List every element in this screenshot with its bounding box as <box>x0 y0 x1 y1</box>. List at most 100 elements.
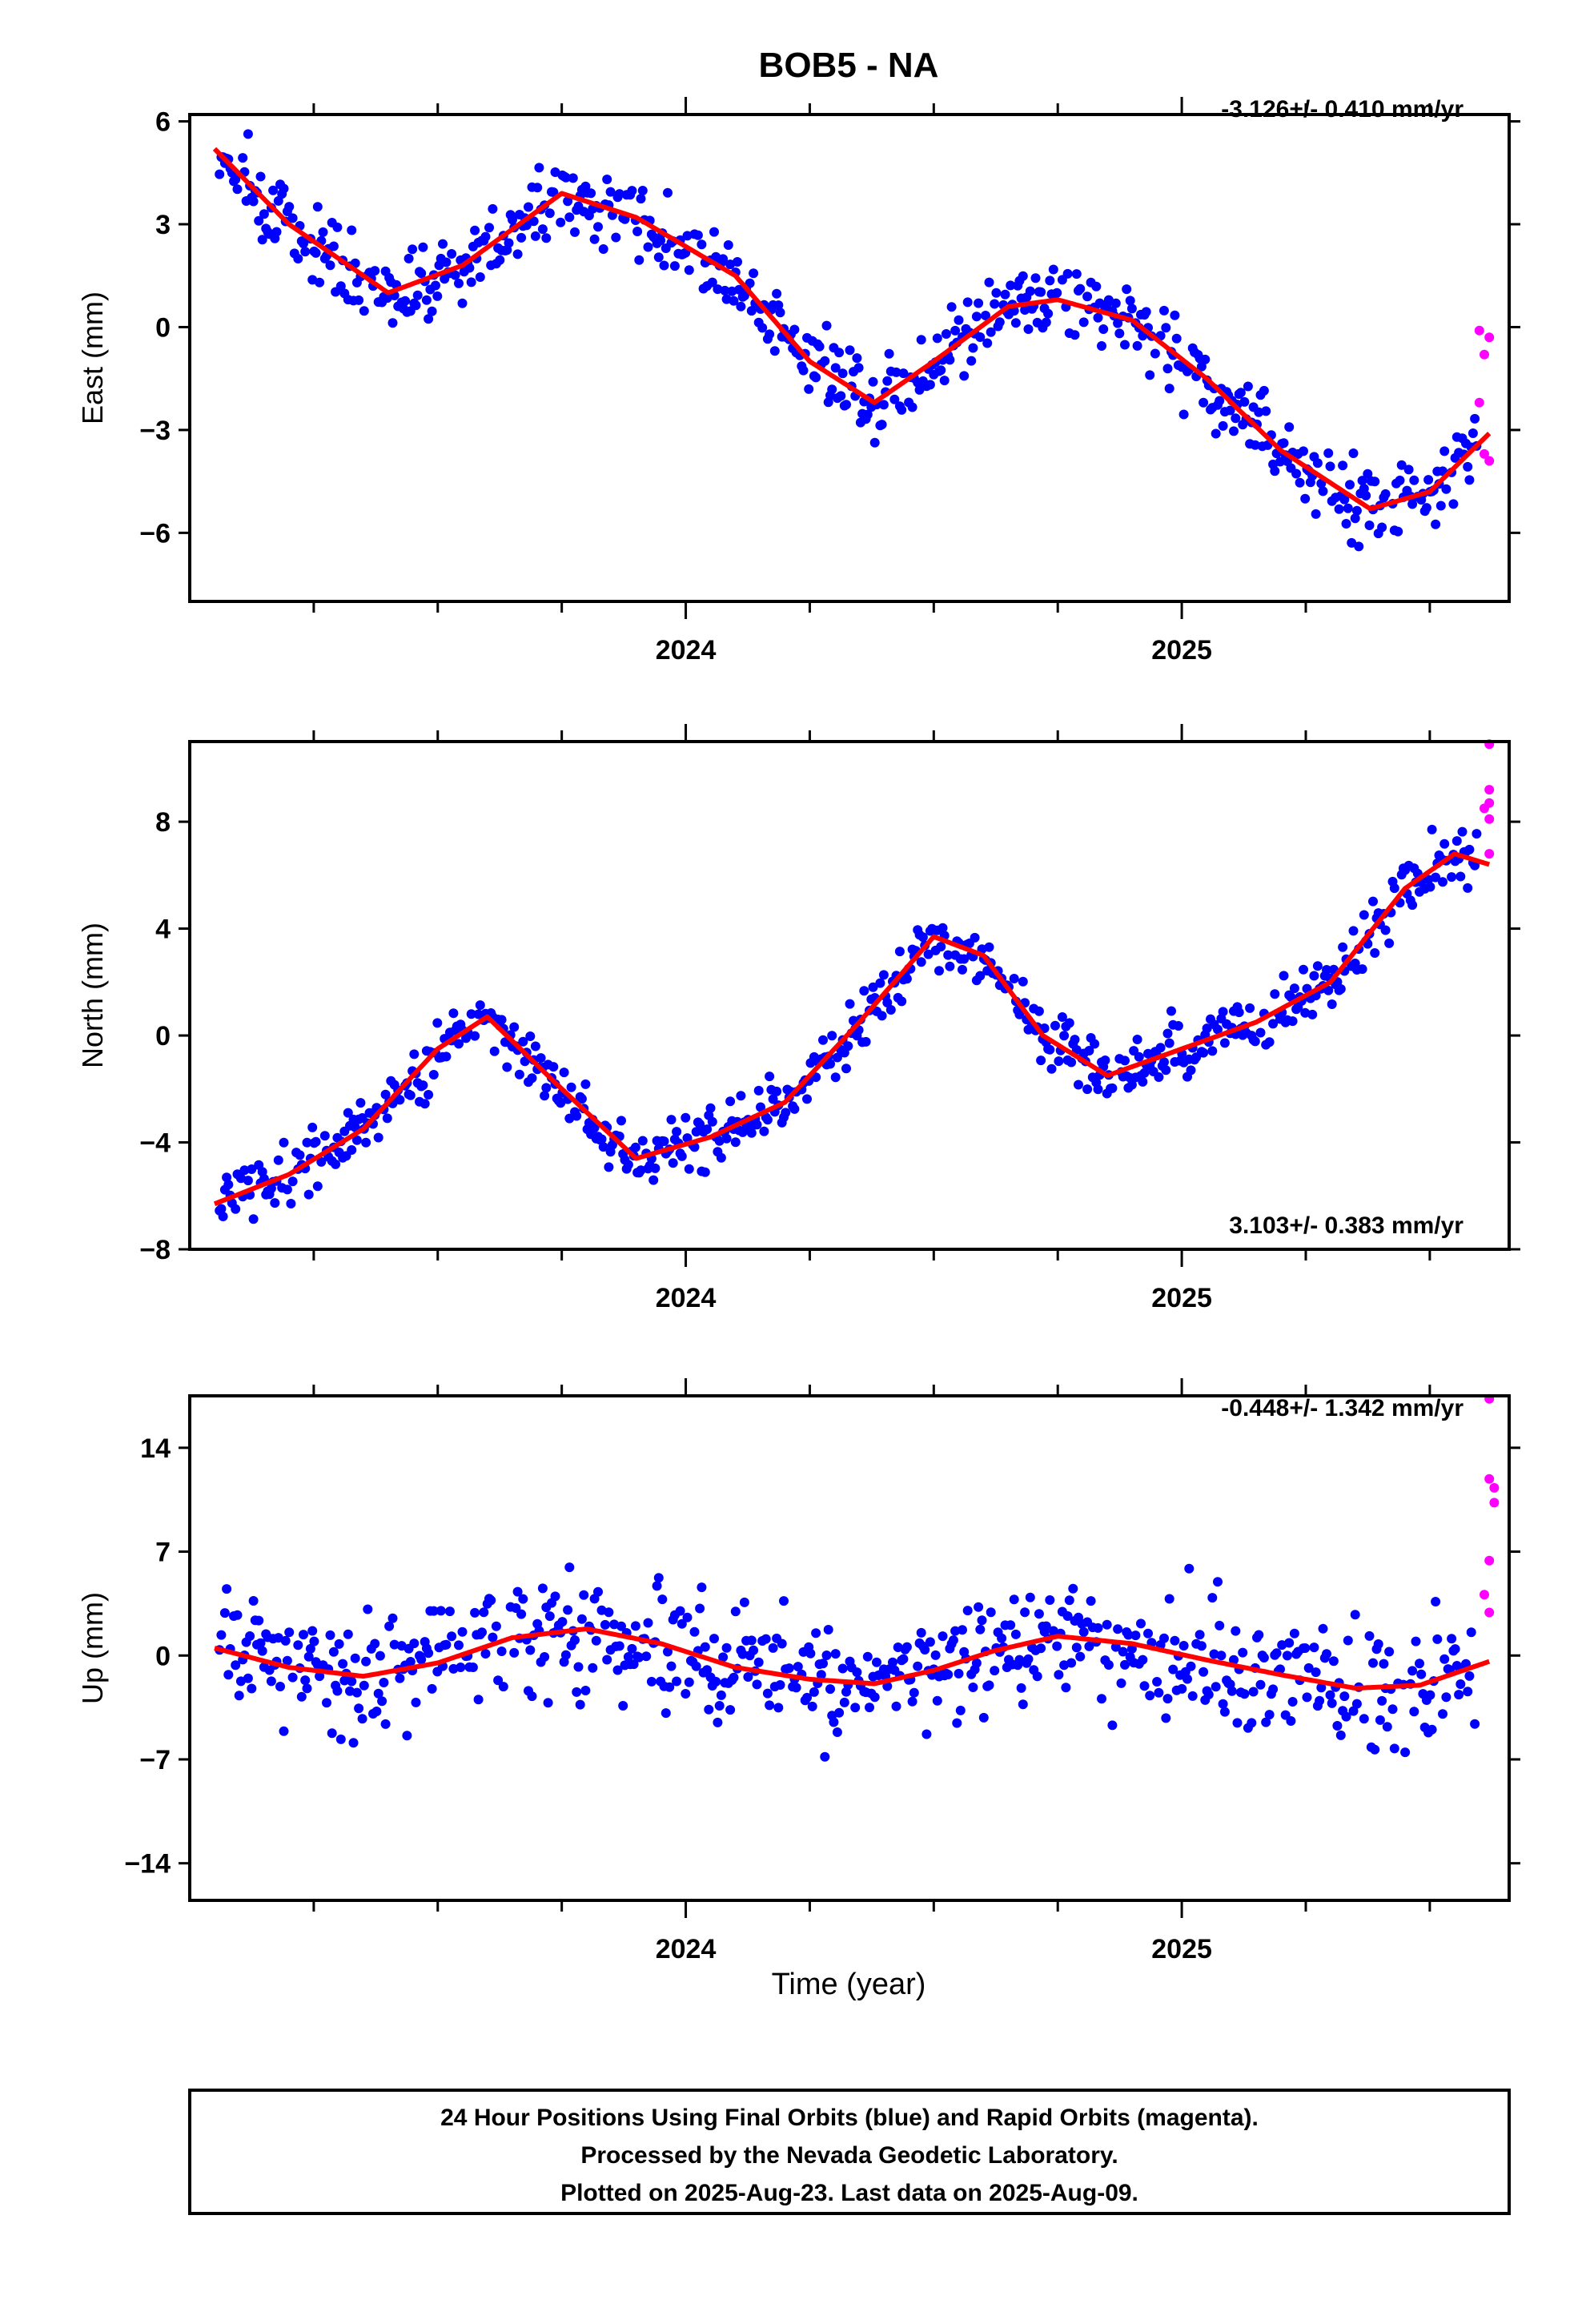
final-point <box>1078 1626 1089 1637</box>
final-point <box>1439 446 1450 456</box>
final-point <box>556 217 566 227</box>
final-point <box>702 1665 713 1675</box>
final-point <box>1219 1038 1230 1048</box>
final-point <box>1225 405 1235 416</box>
model-curve <box>213 851 1491 1207</box>
final-point <box>752 1120 762 1130</box>
final-point <box>663 187 673 198</box>
final-point <box>576 1094 587 1104</box>
final-point <box>718 254 729 264</box>
final-point <box>618 1701 628 1711</box>
final-point <box>456 1663 466 1672</box>
final-point <box>962 297 973 308</box>
final-point <box>1091 281 1102 292</box>
final-point <box>495 255 505 265</box>
final-point <box>1271 1648 1282 1659</box>
final-point <box>1438 1709 1447 1719</box>
final-point <box>1348 448 1359 458</box>
final-point <box>238 153 248 163</box>
final-point <box>1370 1744 1380 1755</box>
final-point <box>1093 1622 1103 1633</box>
final-point <box>966 356 977 366</box>
final-point <box>1202 1023 1212 1034</box>
final-point <box>730 1137 741 1148</box>
final-point <box>643 242 653 252</box>
y-tick-label: 6 <box>155 107 171 138</box>
final-point <box>1071 1642 1082 1653</box>
final-point <box>1145 1691 1155 1701</box>
final-point <box>589 1123 600 1133</box>
final-point <box>588 1663 598 1673</box>
final-point <box>448 1008 459 1019</box>
final-point <box>1438 877 1447 887</box>
final-point <box>332 1686 343 1696</box>
model-curve <box>214 1626 1491 1691</box>
final-point <box>1364 521 1375 530</box>
x-tick-label: 2024 <box>656 1283 717 1313</box>
final-point <box>884 348 894 359</box>
final-point <box>730 1606 741 1617</box>
final-point <box>231 1660 241 1671</box>
final-point <box>672 1127 682 1137</box>
final-point <box>901 1642 912 1652</box>
final-point <box>1064 1595 1074 1606</box>
rapid-point <box>1484 1607 1495 1618</box>
final-point <box>248 1596 259 1606</box>
x-tick-label: 2024 <box>656 635 717 665</box>
final-point <box>802 1094 812 1104</box>
final-point <box>280 1635 291 1646</box>
final-point <box>1036 1055 1046 1066</box>
final-point <box>480 231 491 242</box>
final-point <box>1377 522 1387 533</box>
final-point <box>1168 1664 1178 1675</box>
final-point <box>1196 1641 1207 1651</box>
final-point <box>315 1671 325 1682</box>
final-point <box>737 1649 748 1659</box>
final-point <box>1234 1007 1244 1018</box>
final-point <box>1132 340 1142 351</box>
final-point <box>1057 1012 1067 1022</box>
final-point <box>634 1652 644 1663</box>
final-point <box>279 183 289 194</box>
final-point <box>1411 1636 1421 1647</box>
final-point <box>1270 466 1280 476</box>
final-point <box>749 1645 759 1655</box>
final-point <box>869 1692 880 1703</box>
final-point <box>248 196 259 207</box>
final-point <box>1382 1722 1392 1732</box>
final-point <box>1432 1634 1443 1644</box>
final-point <box>1393 526 1403 537</box>
final-point <box>841 400 851 410</box>
final-point <box>1218 1007 1228 1017</box>
final-point <box>1289 983 1299 994</box>
final-point <box>1407 499 1418 509</box>
final-point <box>830 1649 841 1659</box>
final-point <box>1309 1642 1319 1653</box>
final-point <box>1018 1699 1028 1710</box>
final-point <box>1186 1661 1196 1671</box>
final-point <box>984 1680 994 1691</box>
final-point <box>878 970 889 980</box>
final-point <box>387 1613 398 1623</box>
final-point <box>816 1670 826 1680</box>
final-point <box>659 260 669 271</box>
final-point <box>593 222 603 232</box>
final-point <box>1261 406 1271 416</box>
final-point <box>665 1682 675 1692</box>
final-point <box>400 296 411 306</box>
final-point <box>312 202 323 212</box>
final-point <box>939 376 950 386</box>
final-point <box>1409 1707 1419 1717</box>
final-point <box>769 346 780 356</box>
final-point <box>605 187 616 197</box>
final-point <box>853 363 864 373</box>
final-point <box>509 1022 520 1032</box>
final-point <box>982 338 993 348</box>
final-point <box>537 1583 548 1594</box>
final-point <box>303 1651 314 1662</box>
final-point <box>1213 1024 1223 1035</box>
final-point <box>612 1665 623 1675</box>
final-point <box>218 1212 228 1221</box>
final-point <box>968 1683 978 1692</box>
final-point <box>630 1142 640 1152</box>
